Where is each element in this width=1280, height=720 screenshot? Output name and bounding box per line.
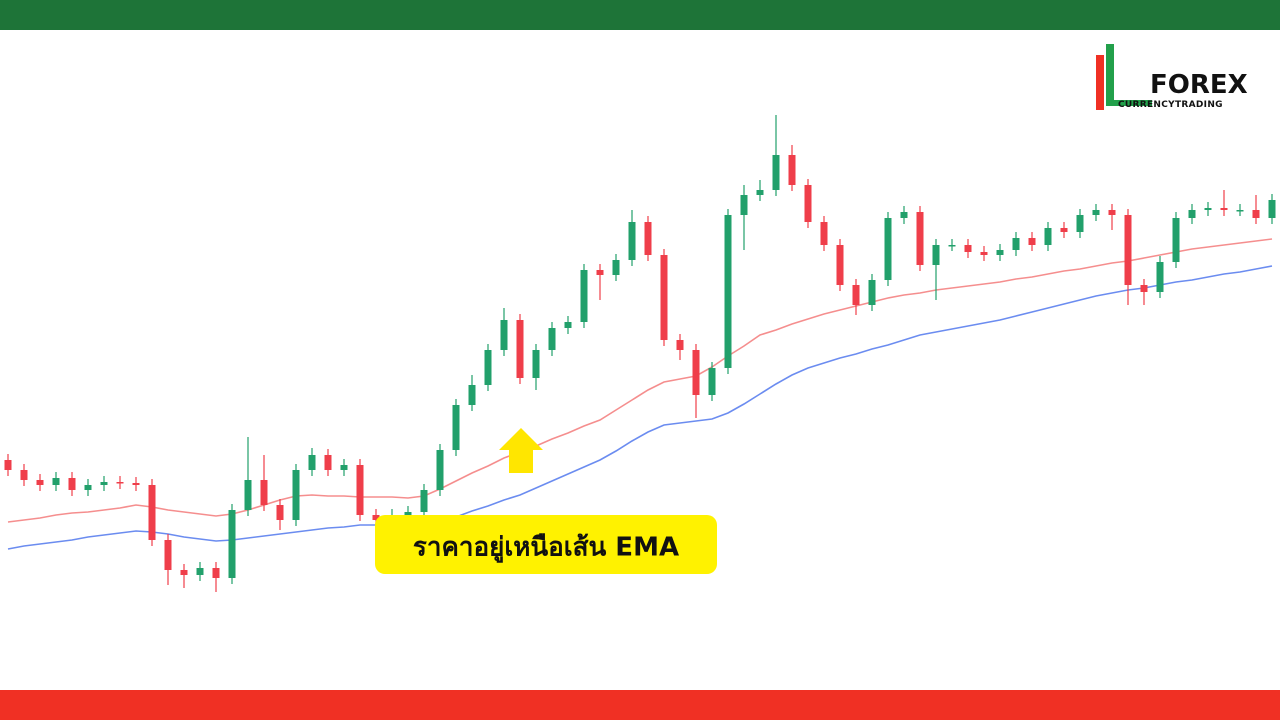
candle-body bbox=[180, 570, 188, 575]
candle-body bbox=[1204, 208, 1212, 210]
candle-body bbox=[1220, 208, 1228, 210]
candle-body bbox=[548, 328, 556, 350]
candle-body bbox=[1076, 215, 1084, 232]
logo-mark bbox=[1106, 44, 1152, 106]
annotation-box bbox=[375, 515, 717, 574]
candle-body bbox=[820, 222, 828, 245]
candle-body bbox=[4, 460, 12, 470]
candle-body bbox=[1028, 238, 1036, 245]
candle-body bbox=[84, 485, 92, 490]
candle-body bbox=[516, 320, 524, 378]
candle-body bbox=[660, 255, 668, 340]
candle-body bbox=[868, 280, 876, 305]
candle-body bbox=[68, 478, 76, 490]
candle-body bbox=[532, 350, 540, 378]
candle-body bbox=[100, 482, 108, 485]
candle-body bbox=[580, 270, 588, 322]
candle-body bbox=[1172, 218, 1180, 262]
candle-body bbox=[740, 195, 748, 215]
candle-body bbox=[836, 245, 844, 285]
candle-body bbox=[612, 260, 620, 275]
candle-body bbox=[36, 480, 44, 485]
candle-body bbox=[628, 222, 636, 260]
candle-body bbox=[164, 540, 172, 570]
arrow bbox=[499, 428, 543, 473]
candle-body bbox=[772, 155, 780, 190]
logo-title: FOREX bbox=[1150, 70, 1248, 100]
candle-body bbox=[244, 480, 252, 510]
candle-body bbox=[1092, 210, 1100, 215]
candle-body bbox=[404, 512, 412, 515]
candle-body bbox=[52, 478, 60, 485]
logo-bar bbox=[1096, 55, 1104, 110]
candle-body bbox=[932, 245, 940, 265]
logo: FOREX CURRENCYTRADING bbox=[1096, 44, 1248, 110]
annotation: ราคาอยู่เหนือเส้น EMA bbox=[413, 533, 679, 564]
candle-body bbox=[756, 190, 764, 195]
candle-body bbox=[436, 450, 444, 490]
candle-body bbox=[596, 270, 604, 275]
candle-body bbox=[468, 385, 476, 405]
ema-line bbox=[7, 265, 1273, 550]
candle-body bbox=[484, 350, 492, 385]
candle-body bbox=[196, 568, 204, 575]
candle-body bbox=[948, 245, 956, 247]
candle-body bbox=[228, 510, 236, 578]
candle-body bbox=[964, 245, 972, 252]
candle-body bbox=[292, 470, 300, 520]
candle-body bbox=[20, 470, 28, 480]
candle-body bbox=[564, 322, 572, 328]
candle-body bbox=[420, 490, 428, 512]
candle-body bbox=[900, 212, 908, 218]
plot bbox=[4, 115, 1276, 592]
bottom-bar bbox=[0, 690, 1280, 720]
candle-body bbox=[884, 218, 892, 280]
candle-body bbox=[212, 568, 220, 578]
candle-body bbox=[356, 465, 364, 515]
candle-body bbox=[452, 405, 460, 450]
candle-body bbox=[692, 350, 700, 395]
candle-body bbox=[852, 285, 860, 305]
candle-body bbox=[324, 455, 332, 470]
candle-body bbox=[1156, 262, 1164, 292]
candle-body bbox=[1060, 228, 1068, 232]
candle-body bbox=[788, 155, 796, 185]
candle-body bbox=[132, 483, 140, 485]
candle-body bbox=[996, 250, 1004, 255]
candle-body bbox=[708, 368, 716, 395]
candle-body bbox=[1044, 228, 1052, 245]
candle-body bbox=[804, 185, 812, 222]
candle-body bbox=[500, 320, 508, 350]
candle-body bbox=[340, 465, 348, 470]
candle-body bbox=[676, 340, 684, 350]
candle-body bbox=[1108, 210, 1116, 215]
candle-body bbox=[1268, 200, 1276, 218]
ema-line bbox=[7, 238, 1273, 523]
candle-body bbox=[260, 480, 268, 505]
candle-body bbox=[1252, 210, 1260, 218]
candle-body bbox=[276, 505, 284, 520]
candle-body bbox=[916, 212, 924, 265]
candle-body bbox=[1124, 215, 1132, 285]
candle-body bbox=[308, 455, 316, 470]
logo-subtitle: CURRENCYTRADING bbox=[1118, 100, 1223, 110]
top-bar bbox=[0, 0, 1280, 30]
candle-body bbox=[1188, 210, 1196, 218]
candle-body bbox=[724, 215, 732, 368]
candle-body bbox=[644, 222, 652, 255]
candle-body bbox=[1012, 238, 1020, 250]
candle-body bbox=[980, 252, 988, 255]
candle-body bbox=[148, 485, 156, 540]
candle-body bbox=[1140, 285, 1148, 292]
candle-body bbox=[1236, 210, 1244, 212]
candle-body bbox=[116, 482, 124, 484]
candle-body bbox=[372, 515, 380, 520]
